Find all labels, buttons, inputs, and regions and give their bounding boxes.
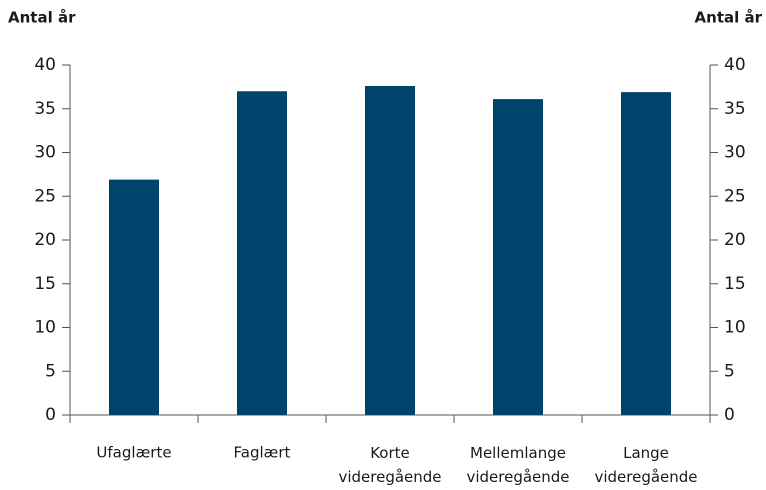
bar [621, 92, 671, 415]
y2-axis-label: Antal år [695, 9, 763, 27]
y-axis-label: Antal år [8, 9, 76, 27]
x-tick-label: Faglært [234, 444, 291, 462]
y2-tick-label: 25 [724, 186, 746, 206]
y-tick-label: 40 [34, 55, 56, 75]
y-tick-label: 0 [45, 405, 56, 425]
x-tick-label: Korte videregående [338, 444, 441, 486]
bar [237, 91, 287, 415]
y-tick-label: 25 [34, 186, 56, 206]
y2-tick-label: 40 [724, 55, 746, 75]
y2-tick-label: 20 [724, 230, 746, 250]
y-tick-label: 10 [34, 318, 56, 338]
x-tick-label: Ufaglærte [96, 444, 171, 462]
y2-tick-label: 15 [724, 274, 746, 294]
y2-tick-label: 35 [724, 99, 746, 119]
y2-tick-label: 5 [724, 361, 735, 381]
y2-tick-label: 10 [724, 318, 746, 338]
bar [365, 86, 415, 415]
y-tick-label: 35 [34, 99, 56, 119]
bar [109, 179, 159, 415]
x-tick-label: Lange videregående [594, 444, 697, 486]
bar [493, 99, 543, 415]
y-tick-label: 5 [45, 361, 56, 381]
y2-tick-label: 0 [724, 405, 735, 425]
y-tick-label: 30 [34, 143, 56, 163]
y-tick-label: 20 [34, 230, 56, 250]
y-tick-label: 15 [34, 274, 56, 294]
x-tick-label: Mellemlange videregående [466, 444, 569, 486]
y2-tick-label: 30 [724, 143, 746, 163]
